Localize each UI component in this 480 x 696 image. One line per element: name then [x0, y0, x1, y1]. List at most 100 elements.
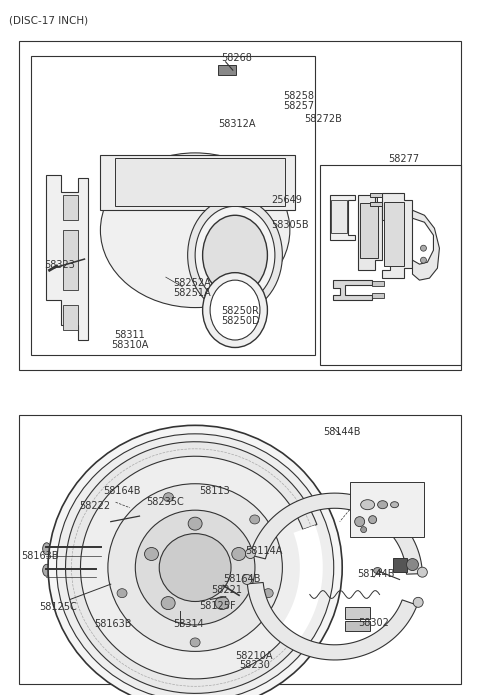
Text: 58310A: 58310A: [111, 340, 149, 349]
Ellipse shape: [135, 510, 255, 625]
Bar: [350, 482, 424, 537]
Ellipse shape: [48, 425, 342, 696]
Text: 58144B: 58144B: [357, 569, 395, 580]
Bar: [62, 196, 78, 220]
Circle shape: [360, 527, 367, 532]
Text: 58323: 58323: [44, 260, 75, 270]
Text: 58252A: 58252A: [173, 278, 211, 288]
Circle shape: [420, 258, 426, 263]
Polygon shape: [358, 196, 382, 270]
Circle shape: [355, 516, 365, 527]
Text: 58163B: 58163B: [21, 551, 58, 562]
Circle shape: [407, 559, 419, 571]
Circle shape: [242, 574, 252, 585]
Bar: [320, 166, 461, 365]
Ellipse shape: [164, 493, 173, 502]
Polygon shape: [382, 193, 411, 278]
Ellipse shape: [210, 280, 260, 340]
Circle shape: [418, 567, 427, 577]
Text: 58163B: 58163B: [94, 619, 132, 628]
Text: 58258: 58258: [283, 91, 314, 101]
Ellipse shape: [232, 548, 246, 560]
Circle shape: [168, 510, 174, 516]
Text: 58164B: 58164B: [104, 486, 141, 496]
Text: 58230: 58230: [239, 660, 270, 670]
Text: 58302: 58302: [359, 618, 389, 628]
Ellipse shape: [117, 589, 127, 598]
Polygon shape: [370, 193, 382, 206]
Polygon shape: [250, 493, 422, 574]
Text: 58312A: 58312A: [218, 119, 256, 129]
Bar: [345, 608, 370, 619]
Text: 58305B: 58305B: [271, 220, 309, 230]
Circle shape: [229, 573, 239, 583]
Bar: [115, 159, 285, 206]
Text: 58268: 58268: [221, 53, 252, 63]
Text: 58311: 58311: [115, 330, 145, 340]
Ellipse shape: [108, 484, 282, 651]
Ellipse shape: [215, 596, 229, 610]
Text: 58250D: 58250D: [221, 316, 259, 326]
Circle shape: [245, 548, 255, 558]
Bar: [345, 622, 370, 631]
Text: 58251A: 58251A: [173, 288, 211, 298]
Text: 58113: 58113: [199, 486, 230, 496]
Bar: [19, 40, 461, 370]
Circle shape: [103, 517, 113, 528]
Text: 58222: 58222: [80, 500, 111, 511]
Ellipse shape: [360, 500, 374, 509]
Polygon shape: [65, 442, 317, 693]
Bar: [100, 155, 295, 210]
Circle shape: [173, 605, 187, 619]
Polygon shape: [46, 175, 88, 340]
Ellipse shape: [263, 589, 273, 598]
Ellipse shape: [373, 567, 382, 574]
Bar: [19, 415, 461, 684]
Ellipse shape: [188, 517, 202, 530]
Bar: [360, 203, 378, 258]
Bar: [62, 305, 78, 330]
Ellipse shape: [378, 500, 387, 509]
Text: 58164B: 58164B: [223, 574, 261, 585]
Ellipse shape: [57, 434, 334, 696]
Text: 58277: 58277: [388, 154, 420, 164]
Ellipse shape: [43, 564, 50, 576]
Bar: [372, 281, 384, 286]
Text: 58125F: 58125F: [199, 601, 236, 611]
Text: 58235C: 58235C: [147, 497, 184, 507]
Bar: [393, 557, 407, 571]
Ellipse shape: [190, 638, 200, 647]
Text: 25649: 25649: [271, 195, 302, 205]
Text: 58257: 58257: [283, 101, 314, 111]
Ellipse shape: [203, 273, 267, 347]
Ellipse shape: [188, 198, 282, 313]
Circle shape: [235, 592, 245, 601]
Circle shape: [176, 608, 184, 616]
Circle shape: [369, 516, 377, 523]
Circle shape: [164, 506, 178, 521]
Ellipse shape: [161, 596, 175, 610]
Ellipse shape: [43, 543, 50, 555]
Text: 58221: 58221: [211, 585, 242, 594]
Text: 58125C: 58125C: [39, 602, 77, 612]
Ellipse shape: [250, 515, 260, 524]
Polygon shape: [247, 583, 417, 660]
Ellipse shape: [144, 548, 158, 560]
Ellipse shape: [159, 534, 231, 601]
Text: 58250R: 58250R: [221, 306, 259, 316]
Text: 58210A: 58210A: [236, 651, 273, 661]
Polygon shape: [333, 280, 372, 300]
Polygon shape: [330, 196, 355, 240]
Circle shape: [68, 593, 75, 601]
Bar: [384, 203, 404, 266]
Bar: [372, 293, 384, 298]
Polygon shape: [277, 525, 323, 644]
Text: (DISC-17 INCH): (DISC-17 INCH): [9, 16, 88, 26]
Bar: [218, 65, 237, 75]
Bar: [62, 230, 78, 290]
Bar: [331, 200, 347, 233]
Text: 58114A: 58114A: [245, 546, 282, 556]
Circle shape: [413, 597, 423, 608]
Polygon shape: [412, 210, 439, 280]
Ellipse shape: [203, 215, 267, 295]
